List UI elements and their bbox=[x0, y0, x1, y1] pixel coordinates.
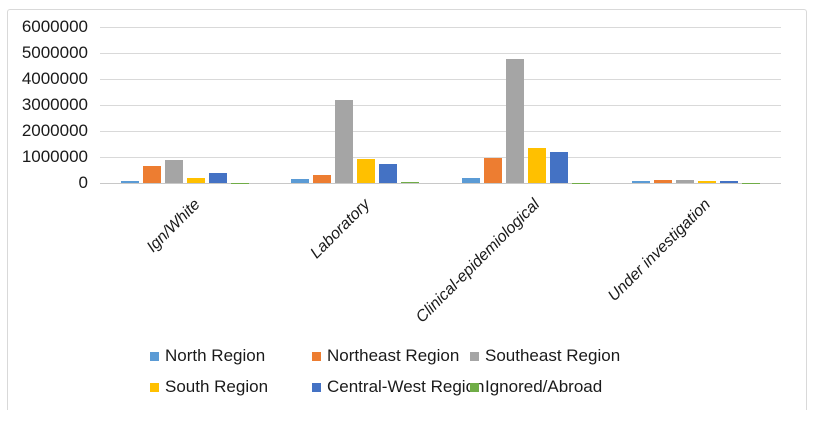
bar-south-region-clinical-epidemiological bbox=[527, 148, 546, 183]
bar-central-west-region-clinical-epidemiological bbox=[549, 152, 568, 183]
x-axis-line bbox=[100, 183, 781, 184]
legend-label-ignored-abroad: Ignored/Abroad bbox=[485, 377, 603, 396]
bar-group-laboratory bbox=[270, 27, 440, 183]
bar-northeast-region-laboratory bbox=[313, 174, 332, 183]
legend-marker-south-region bbox=[150, 382, 159, 392]
x-axis-label-clinical-epidemiological: Clinical-epidemiological bbox=[413, 196, 544, 327]
bar-group-under-investigation bbox=[611, 27, 781, 183]
bar-group-ign-white bbox=[100, 27, 270, 183]
bar-south-region-laboratory bbox=[357, 158, 376, 183]
gridline-2000000 bbox=[100, 131, 781, 132]
legend: North Region Northeast Region Southeast Re… bbox=[150, 346, 620, 397]
bar-northeast-region-ign-white bbox=[143, 166, 162, 183]
y-tick-label-4000000: 4000000 bbox=[21, 69, 88, 88]
bar-southeast-region-clinical-epidemiological bbox=[505, 58, 524, 183]
legend-item-north-region: North Region bbox=[150, 346, 312, 366]
bar-south-region-ign-white bbox=[187, 177, 206, 183]
bar-central-west-region-under-investigation bbox=[719, 181, 738, 183]
bar-north-region-under-investigation bbox=[631, 180, 650, 183]
y-tick-label-3000000: 3000000 bbox=[21, 95, 88, 114]
legend-marker-southeast-region bbox=[470, 351, 479, 361]
legend-label-northeast-region: Northeast Region bbox=[327, 346, 460, 365]
y-tick-label-0: 0 bbox=[78, 173, 88, 192]
bar-central-west-region-laboratory bbox=[379, 163, 398, 183]
y-tick-label-1000000: 1000000 bbox=[21, 147, 88, 166]
x-axis-label-under-investigation: Under investigation bbox=[605, 196, 714, 305]
y-tick-label-5000000: 5000000 bbox=[21, 43, 88, 62]
gridline-3000000 bbox=[100, 105, 781, 106]
bar-north-region-laboratory bbox=[291, 178, 310, 183]
bar-northeast-region-clinical-epidemiological bbox=[483, 158, 502, 183]
plot-area bbox=[100, 27, 781, 183]
legend-marker-ignored-abroad bbox=[470, 382, 479, 392]
legend-label-central-west-region: Central-West Region bbox=[327, 377, 485, 396]
legend-item-ignored-abroad: Ignored/Abroad bbox=[470, 377, 620, 397]
gridline-6000000 bbox=[100, 27, 781, 28]
bar-southeast-region-under-investigation bbox=[675, 180, 694, 183]
x-axis-label-ign-white: Ign/White bbox=[143, 196, 204, 256]
legend-label-south-region: South Region bbox=[165, 377, 269, 396]
bar-southeast-region-ign-white bbox=[165, 160, 184, 183]
legend-label-southeast-region: Southeast Region bbox=[485, 346, 621, 365]
legend-label-north-region: North Region bbox=[165, 346, 266, 365]
legend-item-central-west-region: Central-West Region bbox=[312, 377, 484, 397]
bar-group-clinical-epidemiological bbox=[441, 27, 611, 183]
legend-item-southeast-region: Southeast Region bbox=[470, 346, 620, 366]
y-tick-label-2000000: 2000000 bbox=[21, 121, 88, 140]
bar-central-west-region-ign-white bbox=[209, 172, 228, 183]
legend-marker-north-region bbox=[150, 351, 159, 361]
legend-marker-central-west-region bbox=[312, 382, 321, 392]
gridline-5000000 bbox=[100, 53, 781, 54]
legend-item-northeast-region: Northeast Region bbox=[312, 346, 470, 366]
x-axis-label-laboratory: Laboratory bbox=[307, 196, 374, 263]
bar-northeast-region-under-investigation bbox=[653, 180, 672, 183]
legend-item-south-region: South Region bbox=[150, 377, 312, 397]
bar-south-region-under-investigation bbox=[697, 181, 716, 183]
bar-southeast-region-laboratory bbox=[335, 99, 354, 183]
legend-marker-northeast-region bbox=[312, 351, 321, 361]
gridline-4000000 bbox=[100, 79, 781, 80]
bar-north-region-ign-white bbox=[121, 180, 140, 183]
bar-north-region-clinical-epidemiological bbox=[461, 178, 480, 183]
bar-ignored-abroad-laboratory bbox=[401, 181, 420, 183]
y-tick-label-6000000: 6000000 bbox=[21, 17, 88, 36]
gridline-1000000 bbox=[100, 157, 781, 158]
